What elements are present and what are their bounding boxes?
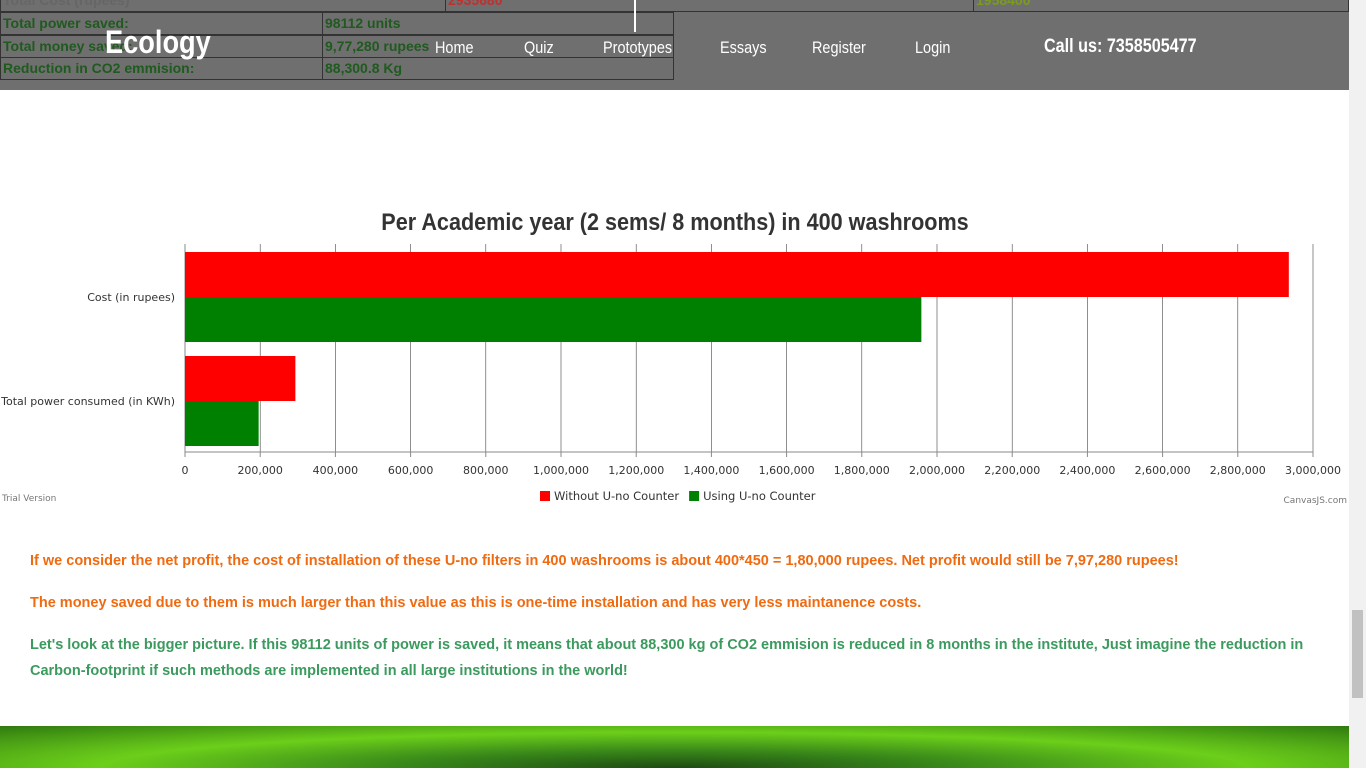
nav-link[interactable]: Prototypes [603,38,673,57]
x-tick-label: 1,200,000 [608,464,664,477]
nav-link[interactable]: Login [915,38,951,57]
x-tick-label: 0 [182,464,189,477]
x-tick-label: 2,200,000 [984,464,1040,477]
table-cell: Total Cost (rupees) [0,0,446,12]
y-tick-label: Total power consumed (in KWh) [0,395,175,408]
x-tick-label: 200,000 [237,464,283,477]
y-tick-label: Cost (in rupees) [87,291,175,304]
credit: CanvasJS.com [1284,496,1347,506]
bar [185,401,259,446]
bar [185,252,1289,297]
x-tick-label: 3,000,000 [1285,464,1341,477]
paragraph: The money saved due to them is much larg… [30,595,922,611]
logo[interactable]: Ecology [105,24,211,60]
x-tick-label: 2,600,000 [1135,464,1191,477]
x-tick-label: 1,000,000 [533,464,589,477]
x-tick-label: 1,400,000 [683,464,739,477]
nav-link[interactable]: Essays [720,38,767,57]
table-cell: 2935680 [445,0,974,12]
bar [185,356,296,401]
x-tick-label: 1,600,000 [759,464,815,477]
x-tick-label: 1,800,000 [834,464,890,477]
chart-title: Per Academic year (2 sems/ 8 months) in … [381,208,968,235]
nav-link[interactable]: Home [435,38,474,57]
legend-swatch [540,491,550,501]
nav-bar [0,0,1349,90]
phone: Call us: 7358505477 [1044,36,1197,57]
nav-link[interactable]: Register [812,38,866,57]
chart: Per Academic year (2 sems/ 8 months) in … [0,208,1347,506]
watermark: Trial Version [1,494,56,504]
bar [185,297,922,342]
divider [634,0,636,32]
scrollbar[interactable] [1349,0,1366,768]
table-cell: 1958400 [973,0,1349,12]
paragraph: Let's look at the bigger picture. If thi… [30,637,1304,679]
paragraph: If we consider the net profit, the cost … [30,553,1179,569]
table-cell: 98112 units [322,12,674,35]
x-tick-label: 2,400,000 [1059,464,1115,477]
footer-image [0,726,1349,768]
x-tick-label: 2,800,000 [1210,464,1266,477]
x-tick-label: 2,000,000 [909,464,965,477]
x-tick-label: 400,000 [313,464,359,477]
legend-swatch [689,491,700,501]
nav-link[interactable]: Quiz [524,38,554,57]
table-cell: 88,300.8 Kg [322,57,674,80]
legend-label: Without U-no Counter [554,489,679,503]
legend-label: Using U-no Counter [703,489,816,503]
x-tick-label: 600,000 [388,464,434,477]
x-tick-label: 800,000 [463,464,509,477]
